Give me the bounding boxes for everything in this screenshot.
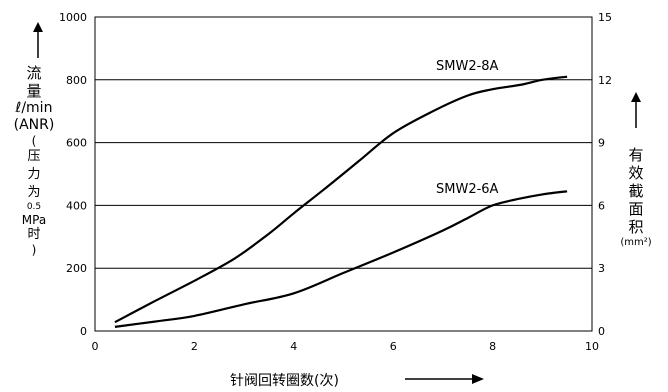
y-right-tick-label: 0: [598, 325, 605, 338]
y-left-tick-label: 1000: [59, 11, 87, 24]
y-right-tick-label: 3: [598, 262, 605, 275]
y-right-label-char: 面: [628, 200, 644, 218]
y-left-unit: ℓ/min: [15, 100, 53, 116]
y-left-tick-label: 400: [66, 199, 87, 212]
y-left-tick-label: 0: [80, 325, 87, 338]
series-lines: [114, 75, 568, 328]
x-tick-label: 6: [390, 340, 397, 353]
y-right-axis-label: 有 效 截 面 积 (mm²): [608, 146, 664, 250]
y-left-label-paren: ): [31, 243, 37, 257]
y-right-label-char: 截: [628, 182, 644, 200]
y-right-label-char: 积: [628, 218, 644, 236]
x-tick-label: 0: [92, 340, 99, 353]
y-left-unit-anr: (ANR): [13, 117, 55, 133]
y-left-label-char: 时: [27, 227, 41, 242]
series-labels: SMW2-8A SMW2-6A: [436, 59, 499, 197]
y-left-axis-label: 流 量 ℓ/min (ANR) ( 压 力 为 0.5 MPa 时 ): [6, 64, 62, 257]
x-tick-label: 2: [191, 340, 198, 353]
y-right-label-char: 效: [628, 164, 644, 182]
y-right-tick-labels: 0 3 6 9 12 15: [598, 11, 612, 338]
y-right-tick-label: 9: [598, 137, 605, 150]
up-arrow-icon: [631, 92, 641, 128]
y-right-unit: (mm²): [620, 237, 652, 248]
x-tick-labels: 0 2 4 6 8 10: [92, 340, 600, 353]
y-left-label-unit: MPa: [21, 213, 47, 227]
y-left-label-char: 力: [27, 167, 41, 182]
x-tick-label: 10: [585, 340, 599, 353]
y-left-tick-label: 600: [66, 137, 87, 150]
series-line-smw2-8a: [114, 75, 568, 324]
y-left-label-value: 0.5: [26, 202, 42, 212]
y-left-label-char: 为: [27, 185, 41, 200]
gridlines: [95, 79, 592, 269]
right-arrow-icon: [405, 374, 484, 384]
y-left-label-char: 量: [26, 82, 42, 100]
y-right-tick-label: 6: [598, 199, 605, 212]
up-arrow-icon: [33, 22, 43, 58]
series-label: SMW2-6A: [436, 182, 499, 197]
y-left-label-char: 压: [27, 149, 41, 164]
y-left-label-paren: (: [31, 134, 37, 148]
y-right-label-char: 有: [628, 146, 644, 164]
y-left-label-char: 流: [26, 64, 42, 82]
x-tick-label: 4: [290, 340, 297, 353]
plot-frame: [94, 16, 593, 332]
y-left-tick-label: 200: [66, 262, 87, 275]
y-left-tick-labels: 0 200 400 600 800 1000: [59, 11, 87, 338]
x-axis-label: 针阀回转圈数(次): [230, 373, 339, 389]
x-tick-label: 8: [489, 340, 496, 353]
series-label: SMW2-8A: [436, 59, 499, 74]
y-left-tick-label: 800: [66, 74, 87, 87]
y-right-tick-label: 15: [598, 11, 612, 24]
y-right-tick-label: 12: [598, 74, 612, 87]
series-line-smw2-6a: [114, 190, 568, 328]
